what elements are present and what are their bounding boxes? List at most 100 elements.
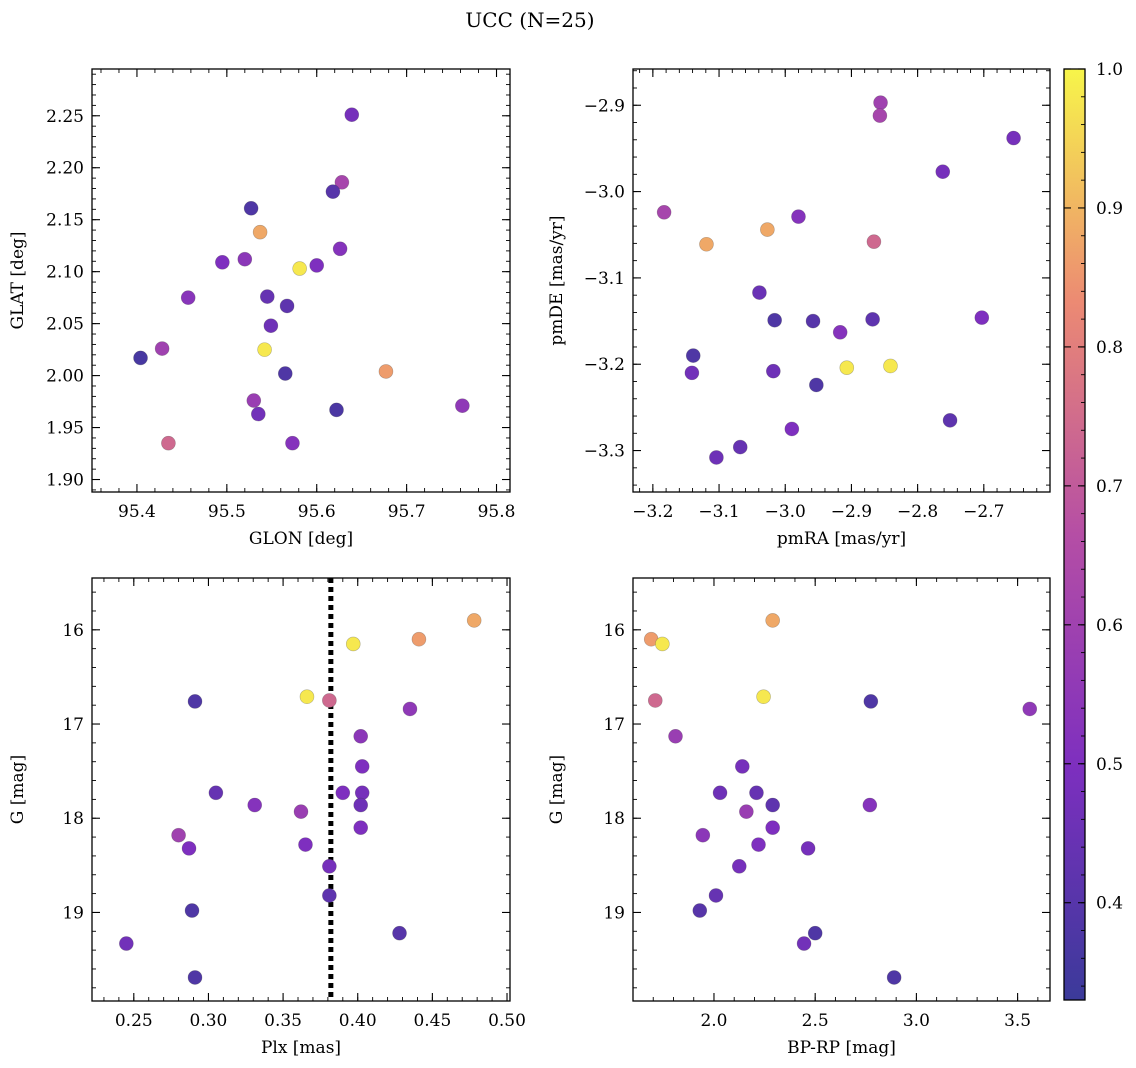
y-tick-label: 1.95 — [46, 419, 84, 439]
data-point — [655, 636, 670, 652]
data-point — [751, 837, 766, 852]
y-tick-label: −2.9 — [584, 96, 625, 116]
data-point — [784, 421, 800, 437]
data-point — [765, 820, 780, 835]
y-tick-label: 2.00 — [46, 367, 84, 387]
x-tick-label: 3.0 — [903, 1011, 930, 1031]
data-point — [285, 435, 300, 451]
data-point — [466, 613, 482, 628]
x-tick-label: −2.8 — [897, 502, 938, 522]
data-point — [208, 785, 224, 801]
data-point — [699, 236, 714, 252]
data-point — [809, 377, 824, 393]
data-point — [668, 728, 683, 744]
panel-1: 95.4 95.5 95.6 95.7 95.8 1.90 1.95 2.00 2.05 2.10… — [8, 68, 515, 549]
data-point — [732, 439, 748, 455]
data-point — [325, 184, 341, 199]
x-axis-label: BP-RP [mag] — [787, 1038, 896, 1058]
data-point — [161, 435, 176, 451]
scatter-panels: 95.4 95.5 95.6 95.7 95.8 1.90 1.95 2.00 2.05 2.10… — [8, 68, 1051, 1058]
data-point — [277, 366, 293, 381]
data-point — [309, 258, 325, 273]
data-point — [695, 827, 711, 843]
data-point — [332, 241, 348, 257]
data-point — [187, 970, 203, 985]
data-point — [796, 936, 812, 951]
colorbar: 0.4 0.5 0.6 0.7 0.8 0.9 1.0 — [1063, 60, 1123, 1001]
data-point — [735, 759, 750, 774]
data-point — [119, 936, 134, 951]
colorbar-tick-label: 0.9 — [1096, 199, 1123, 219]
data-point — [345, 636, 361, 652]
data-point — [1006, 130, 1021, 146]
data-point — [181, 841, 197, 856]
y-tick-label: 2.15 — [46, 211, 84, 231]
data-point — [292, 261, 307, 276]
y-tick-label: 2.10 — [46, 263, 84, 283]
panel-4: 2.0 2.5 3.0 3.5 16 17 18 19 BP-RP [mag] G [mag] — [547, 577, 1051, 1058]
data-point — [767, 312, 782, 328]
x-tick-label: 95.6 — [298, 502, 336, 522]
data-point — [353, 820, 369, 835]
data-point — [647, 693, 663, 708]
data-point — [293, 804, 309, 819]
y-tick-label: 2.20 — [46, 159, 84, 179]
data-point — [354, 759, 370, 774]
data-point — [263, 318, 279, 334]
data-point — [866, 234, 882, 249]
data-point — [709, 450, 724, 465]
data-point — [243, 200, 259, 216]
data-point — [154, 341, 170, 356]
data-point — [411, 631, 427, 647]
axes-frame — [632, 577, 1051, 1002]
axes-frame — [91, 68, 511, 493]
x-tick-label: 0.30 — [190, 1011, 228, 1031]
data-point — [739, 804, 754, 819]
data-point — [832, 324, 848, 340]
data-point — [883, 358, 898, 374]
colorbar-tick-label: 0.8 — [1096, 338, 1123, 358]
data-point — [766, 363, 781, 379]
data-point — [298, 837, 313, 852]
data-point — [872, 108, 888, 123]
data-point — [935, 164, 951, 180]
x-tick-label: 95.5 — [208, 502, 246, 522]
data-point — [886, 970, 902, 985]
x-tick-label: 0.40 — [339, 1011, 377, 1031]
x-tick-label: 0.45 — [413, 1011, 451, 1031]
data-point — [974, 310, 990, 325]
x-tick-label: 2.0 — [700, 1011, 727, 1031]
x-tick-label: −3.2 — [632, 502, 673, 522]
x-tick-label: 0.35 — [264, 1011, 302, 1031]
panel-2: −3.2 −3.1 −3.0 −2.9 −2.8 −2.7 −3.3 −3.2 −3.1 −3.0… — [547, 68, 1051, 549]
data-point — [800, 841, 816, 856]
data-point — [862, 797, 878, 813]
colorbar-tick-label: 0.7 — [1096, 477, 1123, 497]
data-point — [760, 222, 775, 237]
data-point — [252, 224, 268, 240]
y-tick-label: 18 — [603, 809, 625, 829]
data-point — [731, 858, 747, 874]
axes-frame — [632, 68, 1051, 493]
data-point — [402, 701, 418, 717]
data-point — [322, 693, 337, 708]
y-axis-label: pmDE [mas/yr] — [547, 215, 567, 345]
colorbar-tick-label: 0.4 — [1096, 894, 1123, 914]
figure-title: UCC (N=25) — [465, 8, 594, 32]
x-tick-label: 95.7 — [388, 502, 426, 522]
data-point — [656, 205, 672, 220]
x-axis-label: GLON [deg] — [249, 529, 353, 549]
data-point — [279, 298, 295, 314]
colorbar-tick-label: 1.0 — [1096, 60, 1123, 80]
y-tick-label: −3.0 — [584, 183, 625, 203]
data-point — [708, 888, 724, 903]
data-point — [322, 888, 337, 903]
data-point — [865, 312, 880, 327]
data-point — [765, 797, 780, 813]
data-point — [259, 289, 275, 304]
data-point — [749, 785, 764, 801]
data-point — [299, 689, 315, 705]
y-tick-label: 19 — [62, 903, 84, 923]
y-axis-label: G [mag] — [547, 755, 567, 824]
